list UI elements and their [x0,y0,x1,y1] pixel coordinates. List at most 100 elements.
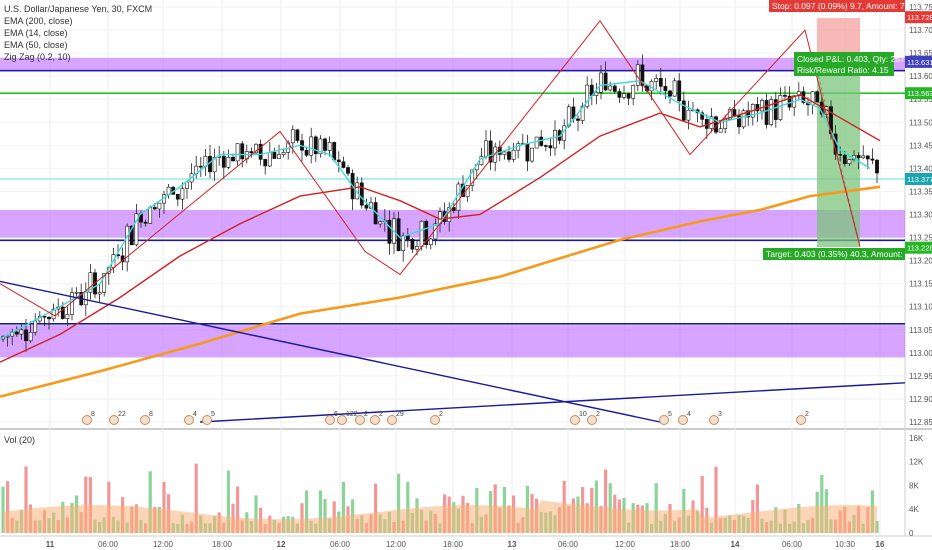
volume-bar [305,490,309,533]
candle-body [585,84,590,107]
candle-body [511,149,516,160]
volume-bar [755,484,759,533]
target-label-text: Target: 0.403 (0.35%) 40.3, Amount: 203.… [766,249,926,259]
event-marker-icon [82,415,92,425]
candle-body [97,292,102,295]
candle-body [497,146,502,155]
candle-body [148,207,153,224]
y-tick-label: 113.150 [909,280,932,289]
candle-body [681,100,686,121]
y-tick-label: 113.300 [909,211,932,220]
volume-bar [162,481,166,533]
candle-body [548,145,553,149]
candle-body [129,225,134,246]
candle-body [626,93,631,99]
event-marker-count: 5 [668,411,672,418]
y-tick-label: 113.400 [909,164,932,173]
volume-bar [406,481,410,533]
volume-bar [6,481,10,533]
y-tick-label: 113.500 [909,118,932,127]
candle-body [33,320,38,333]
volume-label: Vol (20) [4,435,35,445]
volume-bar [148,471,152,533]
volume-bar [88,477,92,533]
candle-body [470,169,475,186]
candle-body [658,78,663,87]
legend-zigzag: Zig Zag (0.2, 10) [4,52,71,62]
candle-body [543,145,548,147]
pnl-label: Closed P&L: 0.403, Qty: 257 [797,54,905,64]
candle-body [424,220,429,246]
price-tag [905,87,932,100]
volume-bar [254,495,258,533]
series-line [0,93,881,363]
x-tick-label: 06:00 [330,540,351,549]
volume-bar [1,486,5,533]
candle-body [842,154,847,164]
volume-bar [714,466,718,533]
candle-body [796,91,801,97]
candle-body [663,86,668,92]
candle-body [640,64,645,86]
candle-body [410,238,415,250]
event-marker-count: 10 [579,411,587,418]
candle-body [24,329,28,342]
trend-line [199,382,906,423]
event-marker-count: 4 [193,411,197,418]
candle-body [5,335,10,338]
candle-body [327,142,332,151]
candle-body [608,85,613,91]
candle-body [778,95,783,120]
candle-body [718,128,723,133]
legend-ema-14: EMA (14, close) [4,28,68,38]
candle-body [428,238,433,246]
candle-body [700,112,705,120]
candle-body [507,151,511,160]
event-marker-count: 2 [379,411,383,418]
candle-body [576,118,580,121]
candle-body [387,219,392,244]
volume-bar [820,475,824,533]
candle-body [346,167,350,174]
event-marker-icon [587,415,597,425]
candle-body [553,130,557,149]
x-tick-label: 12 [277,540,286,549]
volume-bar [397,473,401,533]
candle-body [668,90,672,97]
event-marker-count: 5 [211,411,215,418]
price-tag-label: 113.563 [907,89,932,98]
y-tick-label: 113.250 [909,234,932,243]
candle-body [677,80,682,102]
candle-body [272,152,277,159]
candle-body [364,204,369,209]
x-tick-label: 06:00 [782,540,803,549]
volume-tick-label: 8K [909,481,919,490]
candle-body [599,72,603,93]
event-marker-icon [355,415,365,425]
candle-body [847,159,852,164]
candle-body [737,115,741,128]
candle-body [419,220,424,247]
y-tick-label: 113.450 [909,141,932,150]
sr-zone [0,57,905,72]
event-marker-icon [570,415,580,425]
candle-body [727,109,732,120]
candle-body [746,110,751,118]
y-tick-label: 113.550 [909,95,932,104]
candle-body [415,246,419,250]
candle-body [258,143,263,160]
event-marker-icon [709,415,719,425]
event-marker-count: 2 [439,411,443,418]
y-tick-label: 113.650 [909,49,932,58]
candle-body [741,110,746,128]
x-tick-label: 13 [508,540,517,549]
volume-bar [84,476,88,533]
y-tick-label: 113.750 [909,3,932,12]
x-tick-label: 10:30 [835,540,856,549]
volume-bar [24,466,28,533]
series-line [0,185,881,398]
event-marker-icon [184,415,194,425]
event-marker-icon [796,415,806,425]
target-label: Target: 0.403 (0.35%) 40.3, Amount: 203.… [763,248,926,260]
candle-body [341,161,346,168]
